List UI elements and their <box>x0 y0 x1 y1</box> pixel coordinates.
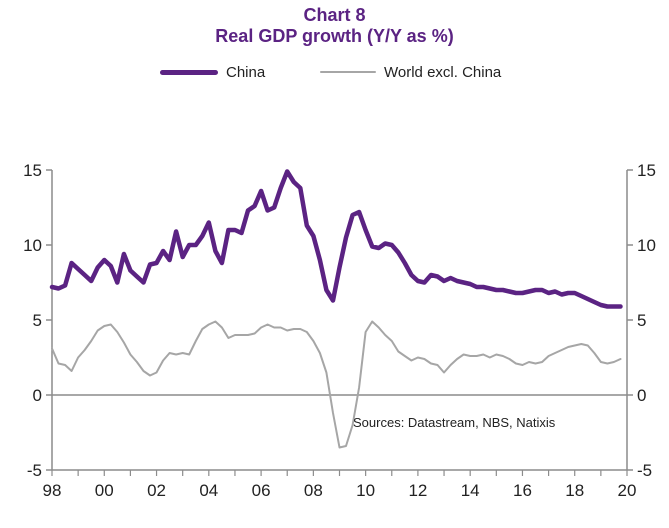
y-tick-label-left: -5 <box>27 461 42 480</box>
x-tick-label: 08 <box>304 481 323 500</box>
y-tick-label-right: 5 <box>637 311 646 330</box>
x-tick-label: 98 <box>43 481 62 500</box>
chart-title-block: Chart 8 Real GDP growth (Y/Y as %) <box>0 4 669 47</box>
y-tick-label-right: 0 <box>637 386 646 405</box>
x-tick-label: 18 <box>565 481 584 500</box>
y-tick-label-left: 10 <box>23 236 42 255</box>
legend-swatch-china <box>160 69 218 75</box>
legend-label-world: World excl. China <box>384 63 502 81</box>
chart-title: Chart 8 <box>303 5 366 25</box>
y-tick-label-left: 5 <box>33 311 42 330</box>
chart-subtitle: Real GDP growth (Y/Y as %) <box>215 26 454 46</box>
x-tick-label: 16 <box>513 481 532 500</box>
x-tick-label: 06 <box>252 481 271 500</box>
x-tick-label: 02 <box>147 481 166 500</box>
y-tick-label-right: 10 <box>637 236 656 255</box>
legend-label-china: China <box>226 63 266 81</box>
y-tick-label-right: -5 <box>637 461 652 480</box>
series-line-world <box>51 320 622 449</box>
chart-legend: China World excl. China <box>0 62 669 82</box>
source-note: Sources: Datastream, NBS, Natixis <box>353 415 556 430</box>
x-tick-label: 14 <box>461 481 480 500</box>
legend-item-china: China <box>160 62 265 82</box>
chart-axes <box>46 169 633 476</box>
x-tick-label: 04 <box>199 481 218 500</box>
x-tick-label: 00 <box>95 481 114 500</box>
y-tick-label-right: 15 <box>637 161 656 180</box>
x-tick-label: 20 <box>618 481 637 500</box>
legend-swatch-world <box>320 71 376 73</box>
series-line-china <box>49 169 623 309</box>
x-tick-label: 10 <box>356 481 375 500</box>
x-tick-label: 12 <box>408 481 427 500</box>
legend-item-world: World excl. China <box>320 62 501 82</box>
chart-series <box>49 169 623 449</box>
y-tick-label-left: 15 <box>23 161 42 180</box>
y-tick-label-left: 0 <box>33 386 42 405</box>
